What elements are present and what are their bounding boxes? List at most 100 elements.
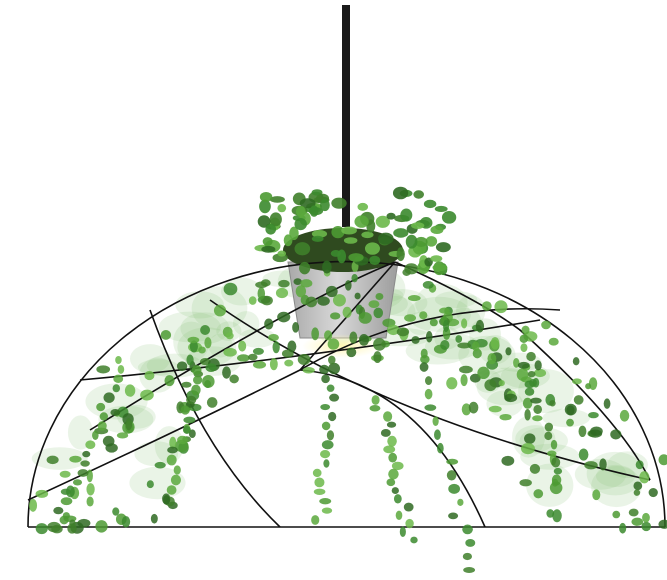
leaf	[423, 281, 434, 289]
hanging-planter-illustration	[0, 0, 667, 580]
leaf	[499, 380, 505, 386]
leaf	[585, 383, 591, 389]
leaf	[437, 443, 444, 454]
leaf	[433, 416, 439, 426]
leaf	[226, 332, 234, 339]
leaf	[424, 200, 436, 208]
leaf	[327, 385, 335, 392]
leaf	[432, 264, 447, 271]
leaf	[504, 394, 517, 403]
leaf	[263, 237, 273, 246]
leaf	[276, 288, 288, 298]
leaf	[430, 226, 443, 234]
leaf	[461, 374, 468, 386]
leaf	[95, 520, 107, 532]
leaf	[98, 421, 107, 430]
leaf	[520, 343, 527, 352]
leaf	[341, 226, 357, 234]
leaf	[287, 341, 296, 353]
leaf	[327, 430, 334, 440]
leaf	[592, 489, 600, 500]
leaf	[387, 213, 396, 220]
leaf	[457, 499, 463, 506]
leaf	[448, 484, 460, 494]
leaf	[551, 457, 560, 467]
leaf	[547, 451, 557, 457]
leaf	[278, 250, 287, 256]
leaf	[584, 461, 597, 469]
leaf	[122, 516, 130, 527]
leaf	[346, 348, 356, 358]
leaf	[222, 366, 231, 378]
leaf	[522, 326, 530, 335]
leaf	[446, 377, 457, 389]
leaf	[462, 525, 473, 535]
leaf	[639, 471, 649, 483]
leaf	[80, 460, 89, 466]
leaf	[526, 352, 536, 361]
leaf	[406, 235, 418, 249]
leaf	[324, 330, 332, 340]
leaf	[292, 322, 299, 333]
leaf	[331, 250, 341, 257]
leaf	[311, 515, 319, 525]
leaf	[204, 337, 211, 348]
leaf	[472, 341, 480, 351]
leaf	[634, 489, 640, 495]
leaf	[82, 451, 90, 457]
leaf	[373, 351, 381, 363]
leaf	[113, 384, 120, 392]
leaf	[125, 384, 135, 396]
leaf	[459, 366, 473, 374]
leaf	[345, 280, 352, 291]
leaf	[413, 190, 424, 198]
leaf	[167, 455, 177, 466]
leaf	[118, 365, 125, 374]
leaf	[192, 365, 202, 375]
leaf	[205, 363, 216, 372]
leaf	[610, 429, 621, 439]
leaf	[566, 419, 574, 427]
leaf	[469, 402, 479, 414]
leaf	[319, 365, 329, 374]
leaf	[255, 282, 268, 289]
leaf	[383, 411, 392, 422]
leaf	[284, 360, 293, 367]
leaf	[277, 204, 286, 212]
leaf	[181, 405, 190, 414]
leaf	[53, 507, 63, 514]
leaf	[357, 203, 368, 211]
leaf	[373, 338, 386, 351]
leaf	[322, 440, 334, 449]
leaf	[322, 507, 332, 513]
leaf	[373, 308, 383, 319]
leaf	[164, 375, 174, 386]
leaf	[410, 537, 417, 544]
leaf	[238, 341, 246, 352]
leaf	[320, 199, 330, 211]
leaf	[484, 379, 496, 391]
leaf	[348, 253, 363, 262]
leaf	[394, 494, 402, 503]
leaf	[314, 477, 324, 487]
leaf	[400, 526, 406, 537]
leaf	[530, 398, 542, 404]
leaf	[420, 362, 429, 372]
leaf	[278, 280, 289, 288]
leaf	[430, 255, 442, 262]
leaf	[439, 308, 450, 314]
leaf	[140, 390, 154, 401]
leaf	[387, 436, 397, 447]
leaf	[411, 336, 419, 344]
leaf	[463, 553, 472, 560]
leaf	[329, 394, 339, 402]
leaf	[518, 362, 530, 369]
leaf	[317, 296, 330, 305]
leaf	[265, 224, 276, 235]
leaf	[552, 509, 562, 522]
leaf	[465, 539, 475, 547]
leaf	[551, 440, 557, 450]
leaf	[310, 205, 319, 216]
leaf	[36, 523, 48, 534]
leaf	[369, 256, 380, 265]
